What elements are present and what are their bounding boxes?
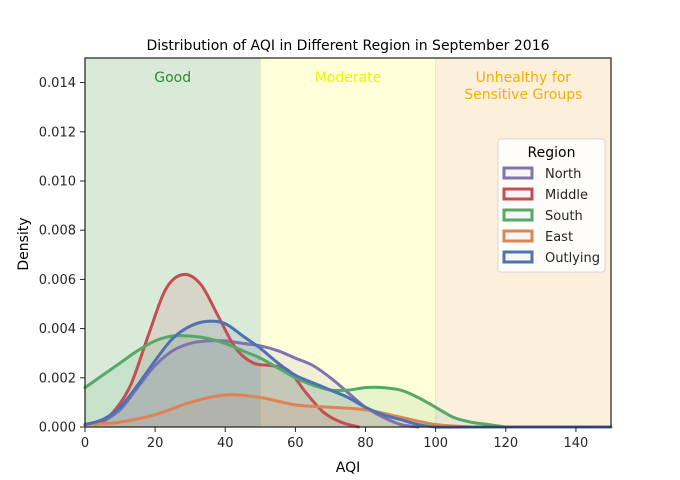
density-line-south	[83, 334, 508, 429]
legend-swatch-north	[502, 166, 534, 180]
y-tick-label: 0.006	[39, 273, 76, 288]
y-tick-label: 0.014	[39, 76, 76, 91]
legend-swatch-middle	[502, 187, 534, 201]
density-line-east	[83, 393, 473, 429]
legend-label-south: South	[545, 209, 583, 224]
x-tick-label: 120	[493, 436, 518, 451]
density-line-middle	[94, 272, 360, 429]
x-tick-label: 140	[564, 436, 589, 451]
band-moderate	[260, 58, 436, 427]
chart-title: Distribution of AQI in Different Region …	[146, 38, 549, 54]
legend-title: Region	[528, 145, 576, 161]
density-area-middle	[95, 274, 359, 427]
y-tick-label: 0.002	[39, 371, 76, 386]
x-tick-label: 20	[147, 436, 164, 451]
density-areas	[85, 274, 611, 428]
y-tick-label: 0.000	[39, 421, 76, 436]
legend: Region North Middle South East Outlying	[497, 138, 606, 273]
density-area-south	[85, 335, 506, 427]
legend-swatch-south	[502, 208, 534, 222]
y-tick-label: 0.010	[39, 175, 76, 190]
y-tick-label: 0.004	[39, 322, 76, 337]
y-tick-label: 0.012	[39, 125, 76, 140]
x-axis-label: AQI	[336, 460, 360, 476]
x-tick-label: 0	[81, 436, 89, 451]
legend-label-middle: Middle	[545, 188, 588, 203]
legend-label-outlying: Outlying	[545, 251, 600, 266]
plot-frame	[84, 57, 612, 428]
y-axis-label: Density	[16, 217, 32, 270]
legend-swatch-east	[502, 229, 534, 243]
legend-label-north: North	[545, 167, 581, 182]
band-label-unhealthy-for-sensitive-groups: Sensitive Groups	[464, 87, 582, 103]
x-tick-label: 80	[357, 436, 374, 451]
x-tick-label: 60	[287, 436, 304, 451]
x-tick-label: 40	[217, 436, 234, 451]
legend-label-east: East	[545, 230, 573, 245]
density-area-east	[85, 394, 471, 427]
x-tick-label: 100	[423, 436, 448, 451]
y-tick-label: 0.008	[39, 224, 76, 239]
density-area-outlying	[85, 321, 611, 428]
band-label-moderate: Moderate	[315, 70, 382, 86]
band-label-unhealthy-for-sensitive-groups: Unhealthy for	[476, 70, 572, 86]
band-label-good: Good	[154, 70, 191, 86]
axes: 0 20 40 60 80 100 120 140 0.000 0.002 0.004 0.006 0.…	[39, 57, 612, 451]
legend-swatch-outlying	[502, 250, 534, 264]
